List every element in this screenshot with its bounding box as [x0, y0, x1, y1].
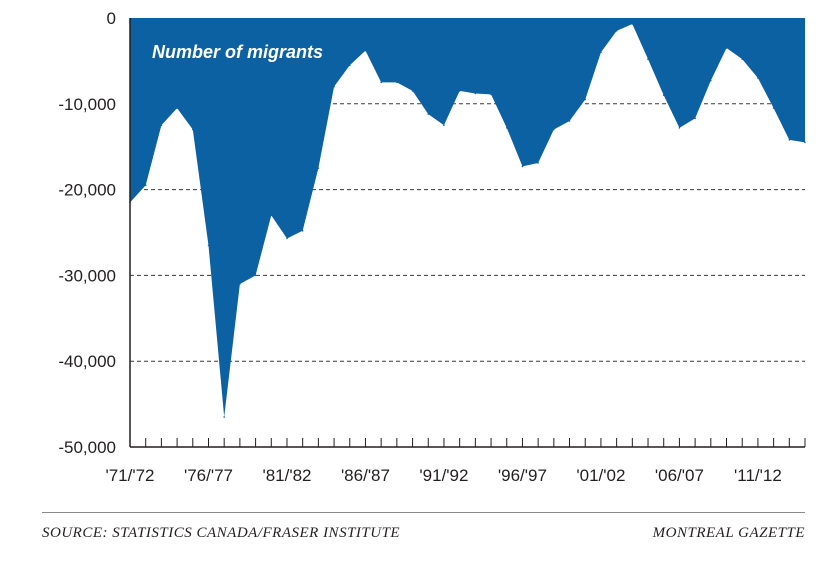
data-point [505, 127, 508, 129]
data-point [757, 77, 759, 79]
data-point [631, 23, 634, 25]
data-point [223, 416, 225, 418]
data-point [207, 244, 210, 247]
area-fill [130, 18, 805, 417]
x-tick-label: '76/'77 [184, 466, 233, 485]
publisher-credit: MONTREAL GAZETTE [652, 525, 805, 541]
data-point [270, 214, 273, 217]
source-credit: SOURCE: STATISTICS CANADA/FRASER INSTITU… [42, 525, 401, 541]
data-point [254, 274, 257, 277]
data-point [553, 128, 555, 131]
data-point [615, 30, 618, 32]
data-point [317, 167, 320, 169]
x-tick-label: '11/'12 [734, 466, 782, 485]
data-point [176, 107, 178, 109]
data-point [458, 90, 461, 92]
y-tick-label: -50,000 [58, 438, 116, 457]
data-point [694, 117, 696, 120]
data-point [741, 58, 744, 60]
data-point [772, 107, 775, 109]
data-point [804, 141, 806, 144]
x-tick-label: '06/'07 [655, 466, 704, 485]
data-point [333, 85, 335, 88]
data-point [584, 98, 587, 101]
data-point [144, 184, 147, 187]
chart-footer: SOURCE: STATISTICS CANADA/FRASER INSTITU… [42, 512, 805, 549]
data-point [301, 229, 304, 232]
data-point [521, 165, 524, 168]
y-tick-label: -10,000 [58, 95, 116, 114]
x-tick-label: '86/'87 [341, 466, 390, 485]
y-tick-label: 0 [107, 9, 116, 28]
data-point [443, 124, 445, 127]
data-point [537, 162, 539, 164]
data-point [348, 64, 351, 66]
y-tick-label: -40,000 [58, 352, 116, 371]
data-point [662, 94, 665, 97]
data-point [474, 92, 477, 95]
data-point [678, 127, 681, 129]
axes [129, 18, 805, 448]
x-tick-label: '01/'02 [576, 466, 625, 485]
data-point [788, 139, 791, 141]
data-point [710, 79, 712, 82]
x-axis-ticks: '71/'72 '76/'77 '81/'82 '86/'87 '91/'92 '96/'… [105, 438, 806, 485]
data-point [380, 81, 382, 84]
data-point [490, 93, 492, 96]
y-tick-label: -20,000 [58, 181, 116, 200]
x-tick-label: '71/'72 [105, 466, 154, 485]
data-point [725, 47, 728, 49]
series-label: Number of migrants [152, 42, 323, 62]
data-point [396, 81, 398, 84]
migration-area-chart: 0 -10,000 -20,000 -30,000 -40,000 -50,000 '71… [58, 9, 806, 485]
data-point [411, 90, 414, 92]
data-point [239, 283, 241, 285]
data-point [191, 128, 194, 131]
data-point [600, 51, 602, 54]
area-series [129, 18, 806, 418]
x-tick-label: '96/'97 [498, 466, 547, 485]
data-point [286, 237, 288, 240]
data-point [160, 124, 163, 127]
data-point [647, 58, 649, 60]
y-axis-ticks: 0 -10,000 -20,000 -30,000 -40,000 -50,000 [58, 9, 116, 457]
x-tick-label: '91/'92 [419, 466, 468, 485]
data-point [568, 120, 571, 122]
data-point [427, 113, 430, 115]
y-tick-label: -30,000 [58, 266, 116, 285]
x-tick-label: '81/'82 [262, 466, 311, 485]
data-point [364, 49, 367, 52]
